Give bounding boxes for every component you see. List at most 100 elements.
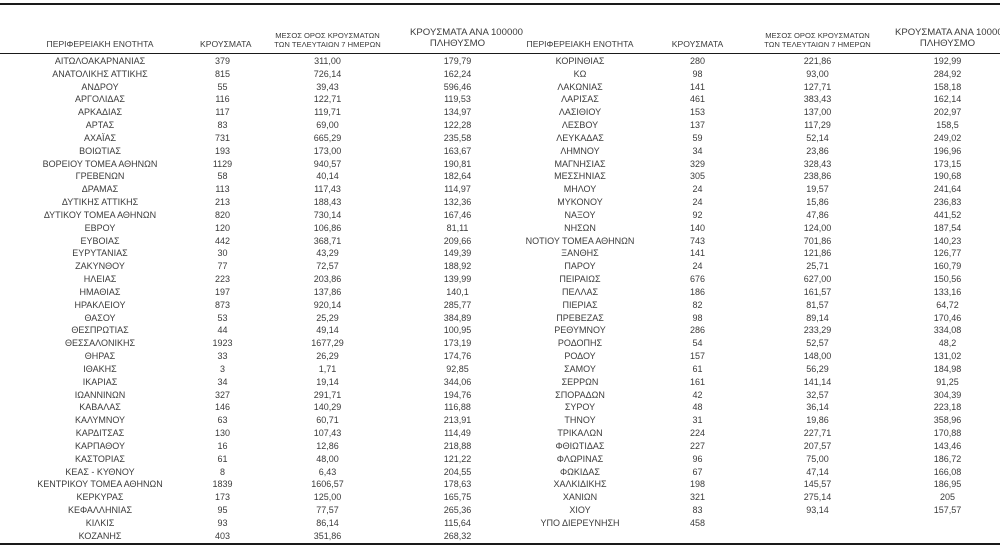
- cases-cell: 327: [214, 389, 231, 400]
- avg7-cell: 127,71: [803, 81, 832, 92]
- table-row: ΚΑΣΤΟΡΙΑΣ 61 48,00 121,22 ΦΛΩΡΙΝΑΣ 96 75,00 186…: [0, 453, 1000, 466]
- cases-cell: 676: [689, 274, 706, 285]
- table-row: ΔΡΑΜΑΣ 113 117,43 114,97 ΜΗΛΟΥ 24 19,57 241,64: [0, 183, 1000, 196]
- cases-cell: 153: [689, 107, 706, 118]
- avg7-cell: 726,14: [313, 68, 342, 79]
- region-name-cell: ΜΗΛΟΥ: [563, 184, 597, 195]
- per100k-cell: 158,5: [936, 120, 959, 131]
- region-name-cell: ΑΡΚΑΔΙΑΣ: [77, 107, 123, 118]
- avg7-cell: 188,43: [313, 197, 342, 208]
- per100k-cell: 165,75: [443, 492, 472, 503]
- header-avg7-left-line1: ΜΕΣΟΣ ΟΡΟΣ ΚΡΟΥΣΜΑΤΩΝ: [275, 31, 380, 40]
- cases-cell: 8: [219, 466, 225, 477]
- avg7-cell: 730,14: [313, 209, 342, 220]
- region-name-cell: ΙΚΑΡΙΑΣ: [82, 376, 118, 387]
- region-name-cell: ΔΥΤΙΚΗΣ ΑΤΤΙΚΗΣ: [61, 197, 139, 208]
- table-row: ΗΜΑΘΙΑΣ 197 137,86 140,1 ΠΕΛΛΑΣ 186 161,57 133,…: [0, 286, 1000, 299]
- avg7-cell: 121,86: [803, 248, 832, 259]
- cases-cell: 1129: [212, 158, 233, 169]
- header-avg7-right: ΜΕΣΟΣ ΟΡΟΣ ΚΡΟΥΣΜΑΤΩΝ ΤΩΝ ΤΕΛΕΥΤΑΙΩΝ 7 Η…: [740, 31, 895, 52]
- region-name-cell: ΧΑΛΚΙΔΙΚΗΣ: [553, 479, 607, 490]
- table-row: ΚΙΛΚΙΣ 93 86,14 115,64 ΥΠΟ ΔΙΕΡΕΥΝΗΣΗ 458: [0, 517, 1000, 530]
- region-name-cell: ΛΑΚΩΝΙΑΣ: [557, 81, 603, 92]
- region-name-cell: ΚΩ: [573, 68, 587, 79]
- per100k-cell: 284,92: [933, 68, 962, 79]
- table-row: ΘΕΣΠΡΩΤΙΑΣ 44 49,14 100,95 ΡΕΘΥΜΝΟΥ 286 233,29…: [0, 324, 1000, 337]
- cases-cell: 186: [689, 286, 706, 297]
- avg7-cell: 52,14: [806, 132, 829, 143]
- region-name-cell: ΥΠΟ ΔΙΕΡΕΥΝΗΣΗ: [540, 517, 620, 528]
- per100k-cell: 182,64: [443, 171, 472, 182]
- header-cases-right: ΚΡΟΥΣΜΑΤΑ: [671, 39, 724, 49]
- per100k-cell: 186,95: [933, 479, 962, 490]
- avg7-cell: 1,71: [318, 363, 337, 374]
- header-per100k-right: ΚΡΟΥΣΜΑΤΑ ΑΝΑ 100000 ΠΛΗΘΥΣΜΟ: [895, 27, 1000, 52]
- avg7-cell: 125,00: [313, 492, 342, 503]
- region-name-cell: ΤΗΝΟΥ: [564, 415, 596, 426]
- per100k-cell: 187,54: [933, 222, 962, 233]
- region-name-cell: ΜΕΣΣΗΝΙΑΣ: [554, 171, 606, 182]
- region-name-cell: ΣΑΜΟΥ: [564, 363, 596, 374]
- avg7-cell: 148,00: [803, 351, 832, 362]
- per100k-cell: 204,55: [443, 466, 472, 477]
- cases-cell: 120: [214, 222, 231, 233]
- cases-cell: 329: [689, 158, 706, 169]
- region-name-cell: ΚΕΑΣ - ΚΥΘΝΟΥ: [65, 466, 135, 477]
- table-header-row: ΠΕΡΙΦΕΡΕΙΑΚΗ ΕΝΟΤΗΤΑ ΚΡΟΥΣΜΑΤΑ ΜΕΣΟΣ ΟΡΟ…: [0, 5, 1000, 52]
- avg7-cell: 69,00: [316, 120, 339, 131]
- avg7-cell: 72,57: [316, 261, 339, 272]
- per100k-cell: 139,99: [443, 274, 472, 285]
- region-name-cell: ΡΕΘΥΜΝΟΥ: [554, 325, 606, 336]
- cases-cell: 873: [214, 299, 231, 310]
- per100k-cell: 184,98: [933, 363, 962, 374]
- region-name-cell: ΠΕΛΛΑΣ: [561, 286, 599, 297]
- cases-cell: 305: [689, 171, 706, 182]
- per100k-cell: 334,08: [933, 325, 962, 336]
- avg7-cell: 1606,57: [311, 479, 344, 490]
- header-per100k-right-line1: ΚΡΟΥΣΜΑΤΑ ΑΝΑ 100000: [895, 27, 1000, 38]
- region-name-cell: ΣΠΟΡΑΔΩΝ: [555, 389, 605, 400]
- table-row: ΙΘΑΚΗΣ 3 1,71 92,85 ΣΑΜΟΥ 61 56,29 184,98: [0, 363, 1000, 376]
- table-row: ΙΚΑΡΙΑΣ 34 19,14 344,06 ΣΕΡΡΩΝ 161 141,14 91,25: [0, 376, 1000, 389]
- avg7-cell: 311,00: [314, 56, 341, 66]
- per100k-cell: 115,64: [444, 517, 471, 528]
- avg7-cell: 207,57: [803, 440, 832, 451]
- cases-cell: 379: [214, 56, 231, 66]
- cases-cell: 54: [692, 338, 703, 349]
- per100k-cell: 202,97: [933, 107, 962, 118]
- avg7-cell: 238,86: [803, 171, 832, 182]
- avg7-cell: 140,29: [313, 402, 342, 413]
- cases-cell: 198: [689, 479, 706, 490]
- region-name-cell: ΙΩΑΝΝΙΝΩΝ: [74, 389, 126, 400]
- region-name-cell: ΑΡΓΟΛΙΔΑΣ: [75, 94, 125, 105]
- region-name-cell: ΕΥΒΟΙΑΣ: [80, 235, 120, 246]
- per100k-cell: 114,97: [444, 184, 471, 195]
- avg7-cell: 93,00: [806, 68, 829, 79]
- region-name-cell: ΚΑΛΥΜΝΟΥ: [74, 415, 126, 426]
- cases-cell: 130: [214, 428, 231, 439]
- per100k-cell: 121,22: [443, 453, 472, 464]
- avg7-cell: 19,14: [316, 376, 339, 387]
- table-row: ΚΕΦΑΛΛΗΝΙΑΣ 95 77,57 265,36 ΧΙΟΥ 83 93,14 157,5…: [0, 504, 1000, 517]
- per100k-cell: 213,91: [443, 415, 472, 426]
- region-name-cell: ΤΡΙΚΑΛΩΝ: [557, 428, 603, 439]
- region-name-cell: ΚΑΡΔΙΤΣΑΣ: [75, 428, 125, 439]
- avg7-cell: 173,00: [313, 145, 342, 156]
- region-name-cell: ΠΙΕΡΙΑΣ: [562, 299, 598, 310]
- cases-cell: 223: [214, 274, 231, 285]
- per100k-cell: 157,57: [933, 504, 962, 515]
- table-row: ΙΩΑΝΝΙΝΩΝ 327 291,71 194,76 ΣΠΟΡΑΔΩΝ 42 32,57 3…: [0, 389, 1000, 402]
- cases-cell: 24: [692, 261, 703, 272]
- per100k-cell: 194,76: [443, 389, 472, 400]
- per100k-cell: 170,88: [933, 428, 962, 439]
- table-row: ΑΧΑΪΑΣ 731 665,29 235,58 ΛΕΥΚΑΔΑΣ 59 52,14 249,…: [0, 132, 1000, 145]
- cases-cell: 63: [217, 415, 228, 426]
- cases-cell: 92: [692, 209, 703, 220]
- avg7-cell: 124,00: [803, 222, 832, 233]
- cases-cell: 42: [692, 389, 703, 400]
- cases-cell: 34: [692, 145, 703, 156]
- avg7-cell: 23,86: [806, 145, 829, 156]
- avg7-cell: 275,14: [803, 492, 832, 503]
- table-row: ΚΑΡΔΙΤΣΑΣ 130 107,43 114,49 ΤΡΙΚΑΛΩΝ 224 227,7…: [0, 427, 1000, 440]
- cases-cell: 98: [692, 312, 703, 323]
